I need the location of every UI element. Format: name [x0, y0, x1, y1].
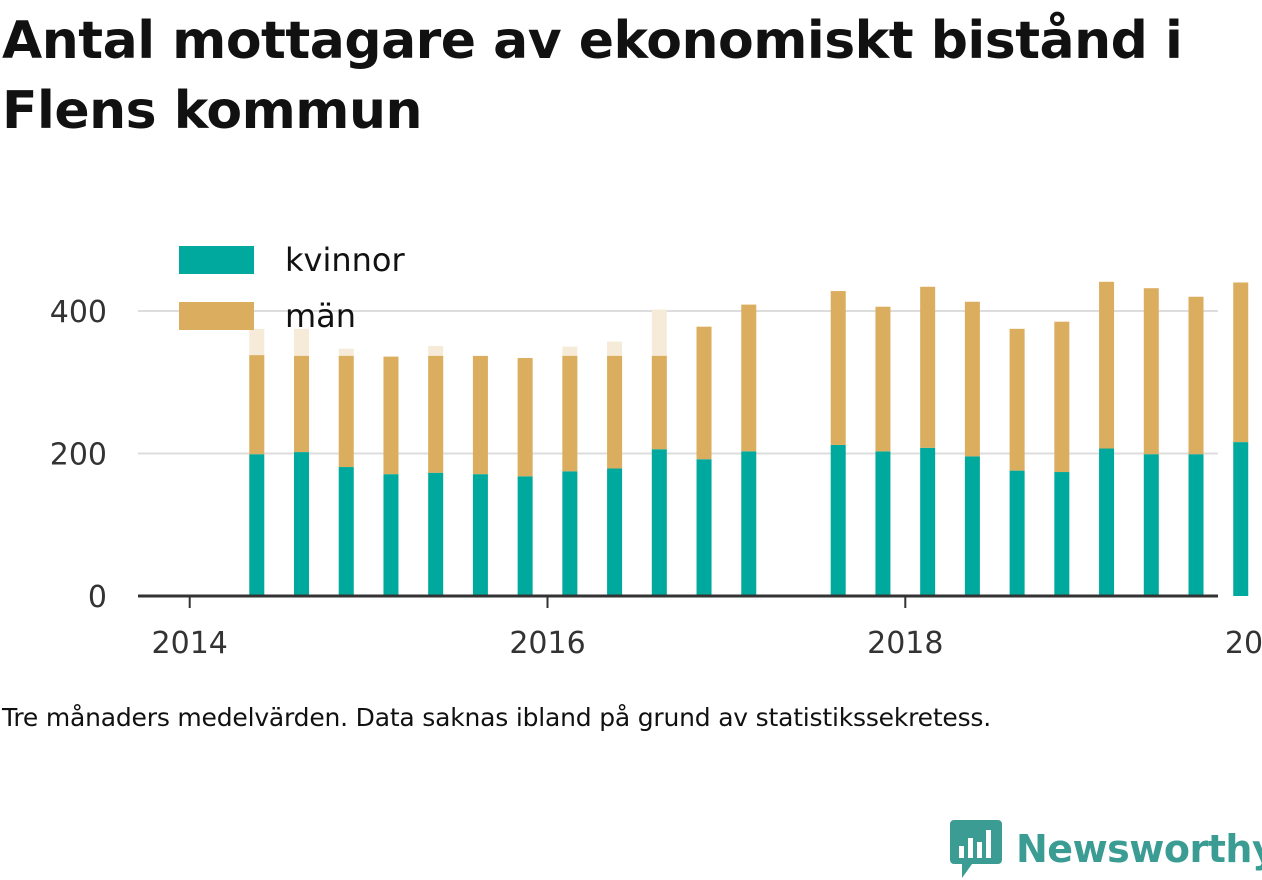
- bar-kvinnor: [920, 447, 936, 596]
- bar-man: [562, 355, 578, 472]
- y-tick-label: 200: [50, 438, 107, 473]
- bar-man: [607, 355, 623, 469]
- bar-kvinnor: [1188, 454, 1204, 596]
- x-tick-label: 2020: [1225, 626, 1262, 661]
- bar-kvinnor: [517, 476, 533, 596]
- bar-kvinnor: [830, 444, 846, 596]
- y-tick-label: 0: [88, 580, 107, 615]
- bar-kvinnor: [472, 474, 488, 596]
- bar-kvinnor: [338, 467, 354, 596]
- y-tick-label: 400: [50, 295, 107, 330]
- bar-kvinnor: [383, 474, 399, 596]
- legend-label: kvinnor: [285, 241, 406, 279]
- bar-man: [472, 355, 488, 475]
- chart-caption: Tre månaders medelvärden. Data saknas ib…: [2, 703, 991, 732]
- legend-swatch: [179, 246, 254, 274]
- bar-man: [294, 355, 310, 453]
- bar-man: [830, 291, 846, 445]
- bar-kvinnor: [1099, 448, 1115, 596]
- bar-man: [696, 326, 712, 460]
- bar-man: [517, 358, 533, 477]
- bar-man: [1233, 282, 1249, 443]
- bar-man: [1099, 281, 1115, 449]
- bar-kvinnor: [1233, 442, 1249, 596]
- bar-kvinnor: [428, 472, 444, 596]
- stacked-bar-chart: 0200400201420162018202020222024kvinnormä…: [50, 241, 1262, 661]
- bar-kvinnor: [964, 456, 980, 596]
- bar-man: [964, 301, 980, 457]
- bar-man: [383, 356, 399, 475]
- bar-man: [651, 355, 667, 450]
- bar-man: [741, 304, 757, 452]
- bar-man: [338, 355, 354, 468]
- bar-man: [1188, 296, 1204, 455]
- bar-kvinnor: [1054, 472, 1070, 596]
- bar-kvinnor: [249, 454, 265, 596]
- brand-name: Newsworthy: [1016, 827, 1262, 871]
- bar-kvinnor: [294, 452, 310, 596]
- legend-label: män: [285, 297, 356, 335]
- bar-kvinnor: [607, 468, 623, 596]
- newsworthy-logo-icon: [950, 820, 1002, 878]
- bar-man: [428, 355, 444, 473]
- bar-man: [1009, 328, 1025, 471]
- x-tick-label: 2016: [509, 626, 585, 661]
- bar-kvinnor: [651, 449, 667, 596]
- bar-man: [249, 355, 265, 455]
- bar-kvinnor: [562, 471, 578, 596]
- x-tick-label: 2014: [152, 626, 228, 661]
- bar-man: [1054, 321, 1070, 473]
- chart-title: Antal mottagare av ekonomiskt bistånd i …: [2, 11, 1183, 141]
- x-tick-label: 2018: [867, 626, 943, 661]
- brand[interactable]: Newsworthy: [950, 818, 1262, 880]
- bar-kvinnor: [696, 459, 712, 596]
- bar-kvinnor: [875, 451, 891, 596]
- bar-kvinnor: [1143, 454, 1159, 596]
- bar-man: [875, 306, 891, 452]
- bar-kvinnor: [1009, 470, 1025, 596]
- bar-man: [920, 286, 936, 448]
- bar-kvinnor: [741, 451, 757, 596]
- legend-swatch: [179, 302, 254, 330]
- bar-man: [1143, 288, 1159, 455]
